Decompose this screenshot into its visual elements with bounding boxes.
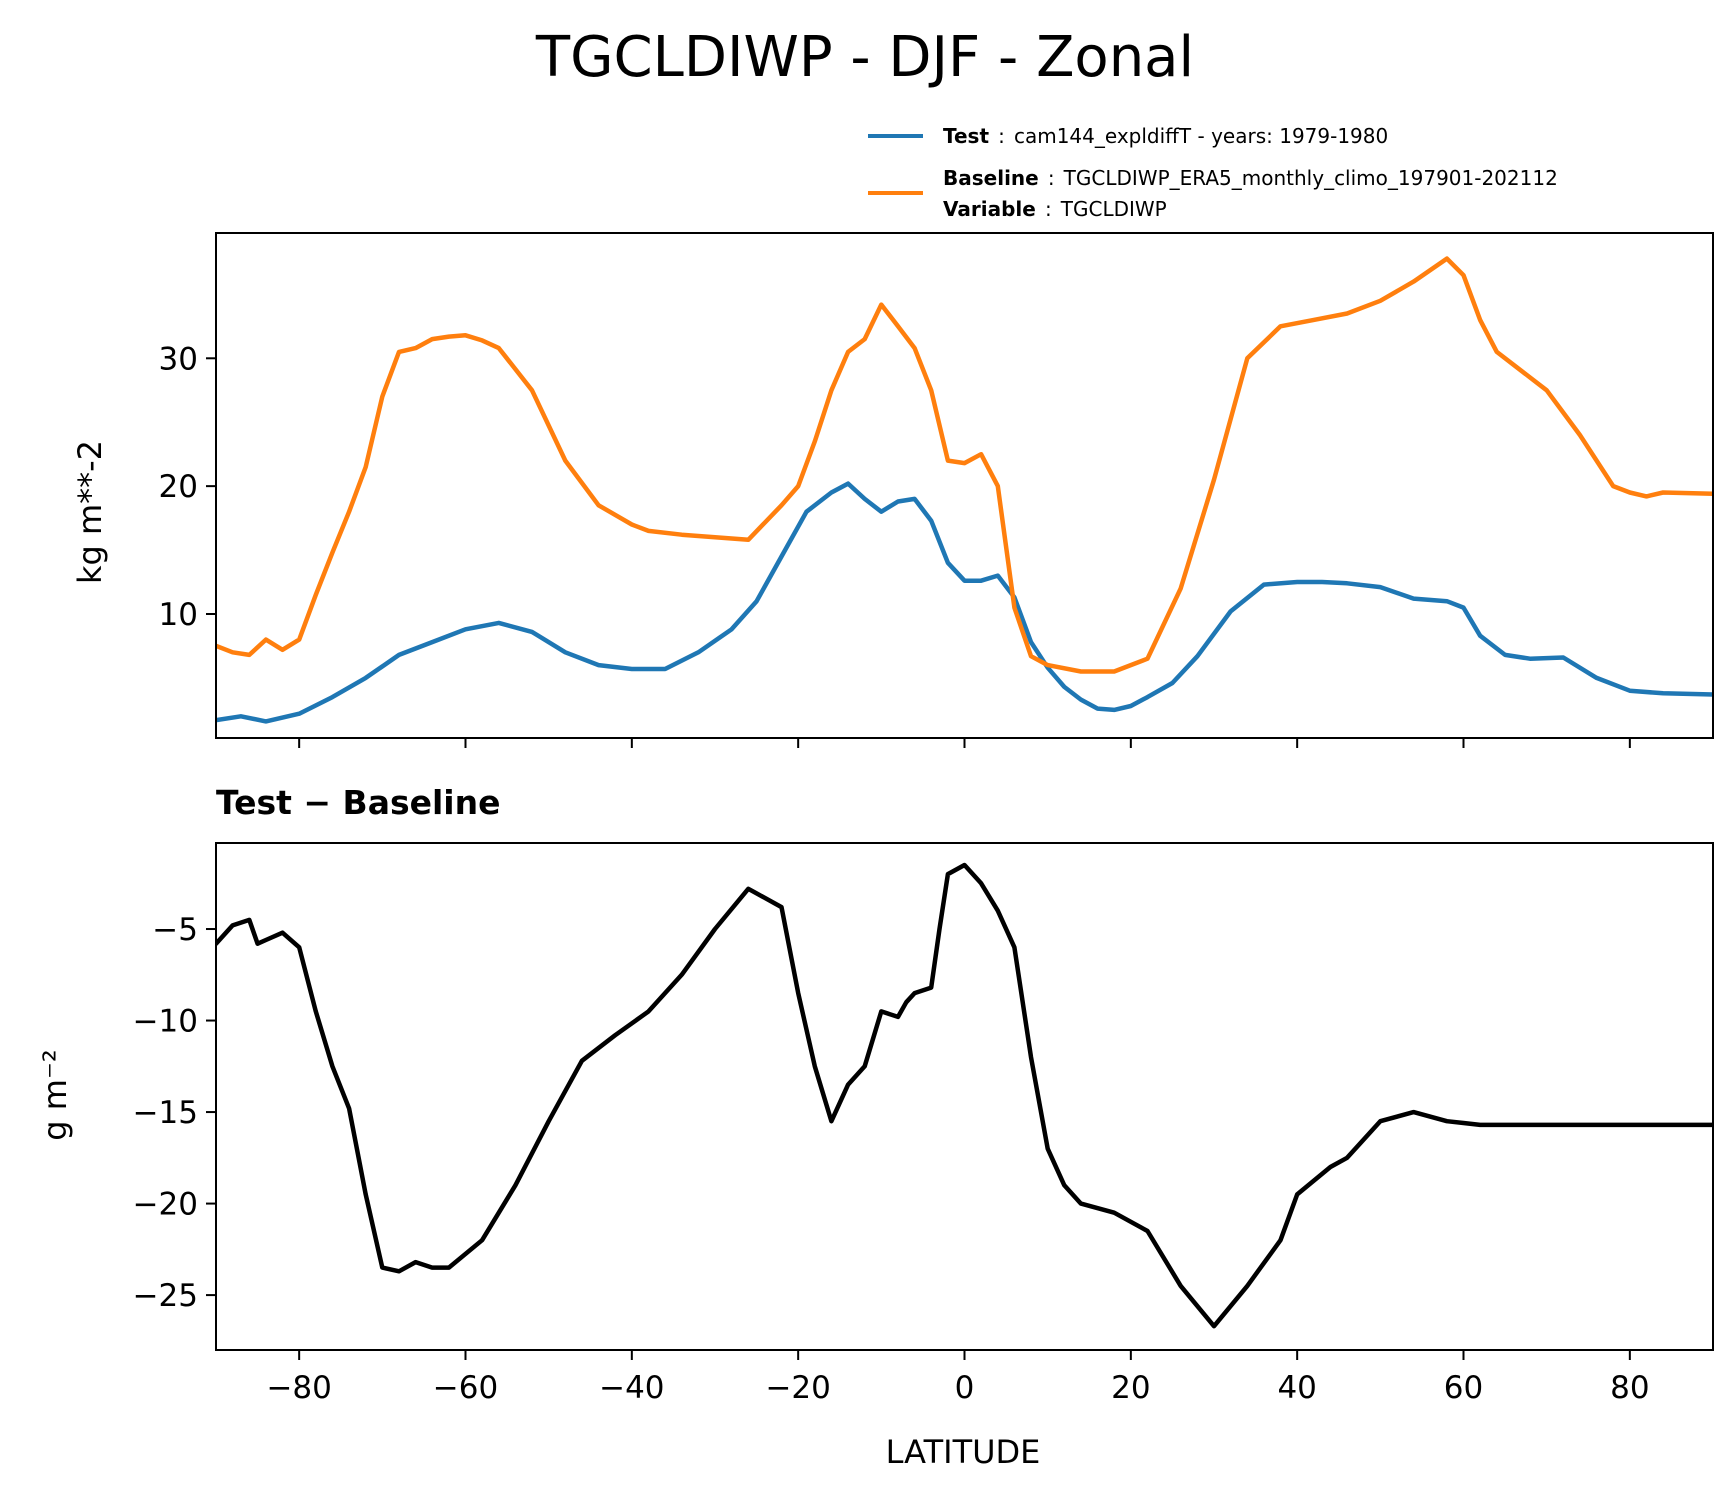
- bottom-x-tick-label: 20: [1111, 1370, 1150, 1406]
- top-y-axis-label: kg m**-2: [71, 440, 109, 584]
- top-y-tick-label: 20: [159, 469, 198, 505]
- legend-test-key: Test: [943, 124, 989, 148]
- legend-test-text: cam144_expldiffT - years: 1979-1980: [1014, 124, 1388, 148]
- bottom-x-tick-label: −80: [266, 1370, 331, 1406]
- legend-baseline-entry: Baseline : TGCLDIWP_ERA5_monthly_climo_1…: [943, 166, 1558, 190]
- top-series-line-test: [216, 481, 1713, 724]
- bottom-y-tick-label: −5: [152, 912, 198, 948]
- bottom-y-tick-label: −25: [133, 1278, 198, 1314]
- top-panel: kg m**-2 10 20 30: [71, 232, 1714, 748]
- bottom-panel-title: Test − Baseline: [216, 783, 501, 822]
- bottom-x-tick-label: 40: [1277, 1370, 1316, 1406]
- top-series-line-baseline: [216, 256, 1713, 674]
- bottom-y-tick-label: −10: [133, 1004, 198, 1040]
- bottom-x-tick-label: 80: [1610, 1370, 1649, 1406]
- bottom-x-tick-label: −20: [765, 1370, 830, 1406]
- x-axis-label: LATITUDE: [886, 1433, 1041, 1471]
- bottom-series-line-test-baseline: [216, 862, 1713, 1329]
- legend-test-entry: Test : cam144_expldiffT - years: 1979-19…: [943, 124, 1388, 148]
- top-y-tick-label: 30: [159, 341, 198, 377]
- bottom-axes-frame: [215, 842, 1714, 1351]
- bottom-panel: Test − Baseline g m⁻² LATITUDE −80 −60 −40…: [36, 783, 1714, 1471]
- top-y-tick-label: 10: [159, 597, 198, 633]
- bottom-x-tick-label: −60: [433, 1370, 498, 1406]
- legend-variable-entry: Variable : TGCLDIWP: [943, 197, 1167, 221]
- bottom-x-tick-label: −40: [599, 1370, 664, 1406]
- legend-baseline-text: TGCLDIWP_ERA5_monthly_climo_197901-20211…: [1063, 166, 1558, 190]
- legend: Test : cam144_expldiffT - years: 1979-19…: [868, 124, 1558, 221]
- figure-title: TGCLDIWP - DJF - Zonal: [535, 25, 1194, 90]
- legend-variable-key: Variable: [943, 197, 1036, 221]
- bottom-y-tick-label: −15: [133, 1095, 198, 1131]
- legend-baseline-key: Baseline: [943, 166, 1039, 190]
- bottom-x-tick-label: 0: [955, 1370, 975, 1406]
- legend-variable-text: TGCLDIWP: [1060, 197, 1167, 221]
- bottom-x-tick-label: 60: [1444, 1370, 1483, 1406]
- bottom-y-axis-label: g m⁻²: [36, 1049, 74, 1140]
- top-axes-frame: [215, 232, 1714, 739]
- bottom-y-tick-label: −20: [133, 1187, 198, 1223]
